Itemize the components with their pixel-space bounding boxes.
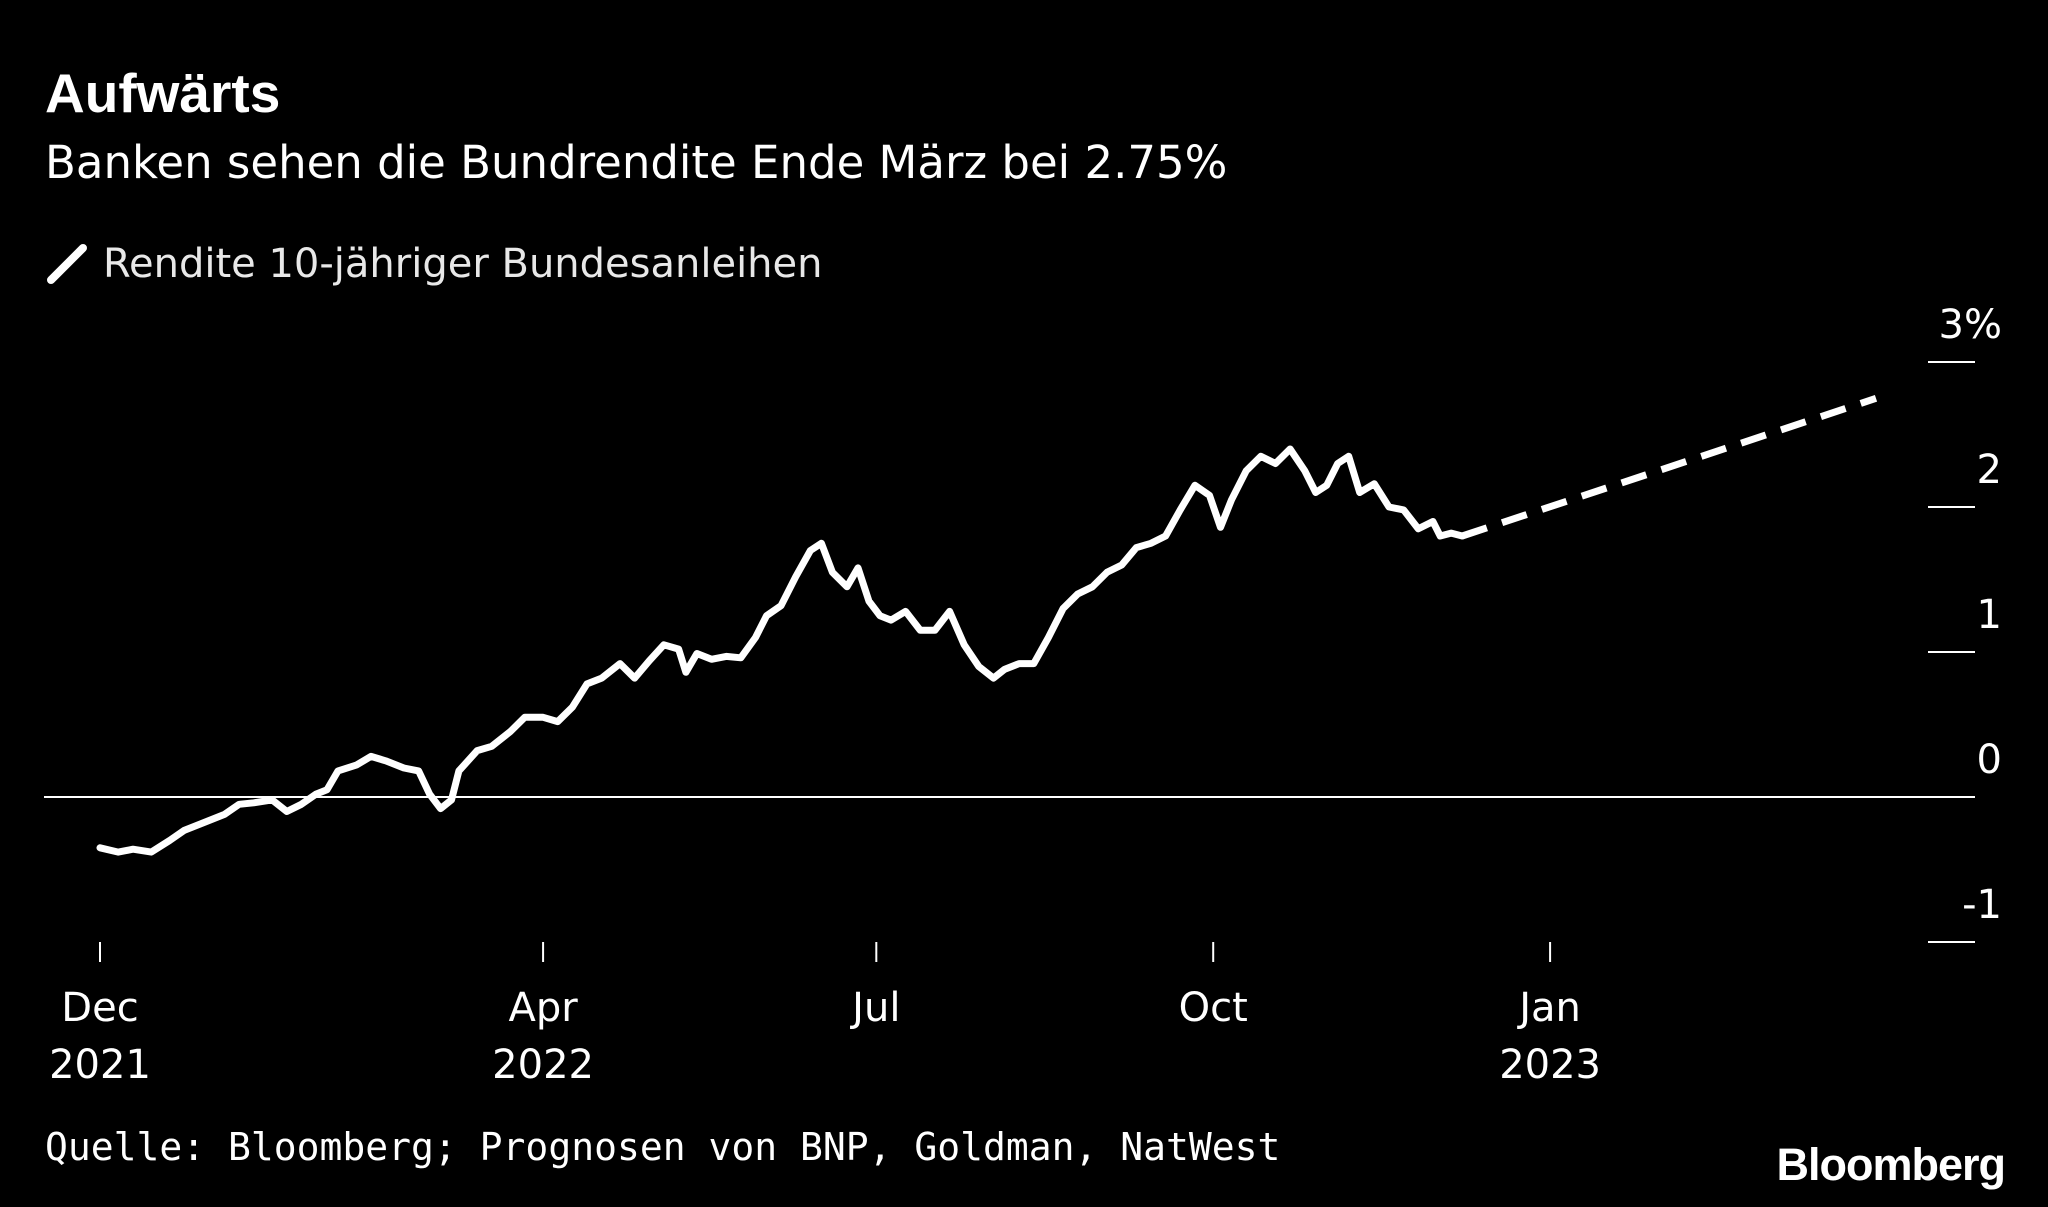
chart-title: Aufwärts	[45, 62, 281, 124]
brand-logo: Bloomberg	[1776, 1139, 2006, 1190]
x-tick-label-month: Jan	[1516, 985, 1581, 1031]
yield-series-line	[96, 445, 1466, 856]
x-tick-label-month: Dec	[61, 985, 138, 1031]
x-tick-label-year: 2022	[492, 1042, 594, 1088]
chart-subtitle: Banken sehen die Bundrendite Ende März b…	[45, 136, 1228, 189]
y-tick-label: 2	[1977, 447, 2002, 493]
legend-line-icon	[47, 244, 87, 284]
legend-label: Rendite 10-jähriger Bundesanleihen	[103, 241, 823, 287]
x-tick-label-year: 2023	[1499, 1042, 1601, 1088]
legend: Rendite 10-jähriger Bundesanleihen	[45, 242, 823, 286]
series-layer	[96, 394, 1878, 856]
x-tick-label-month: Jul	[849, 985, 900, 1031]
x-tick-label-month: Oct	[1179, 985, 1248, 1031]
x-tick-label-year: 2021	[49, 1042, 151, 1088]
x-tick-label-month: Apr	[508, 985, 578, 1031]
y-tick-label: 1	[1977, 592, 2002, 638]
forecast-series-line	[1461, 394, 1878, 540]
source-note: Quelle: Bloomberg; Prognosen von BNP, Go…	[45, 1125, 1281, 1169]
x-axis: Dec 2021 Apr 2022 Jul Oct Jan 2023	[49, 942, 1601, 1088]
y-tick-label: 0	[1977, 737, 2002, 783]
y-tick-label: -1	[1962, 882, 2002, 928]
y-axis: 3% 2 1 0 -1	[1928, 302, 2002, 943]
y-tick-label: 3%	[1939, 302, 2002, 348]
